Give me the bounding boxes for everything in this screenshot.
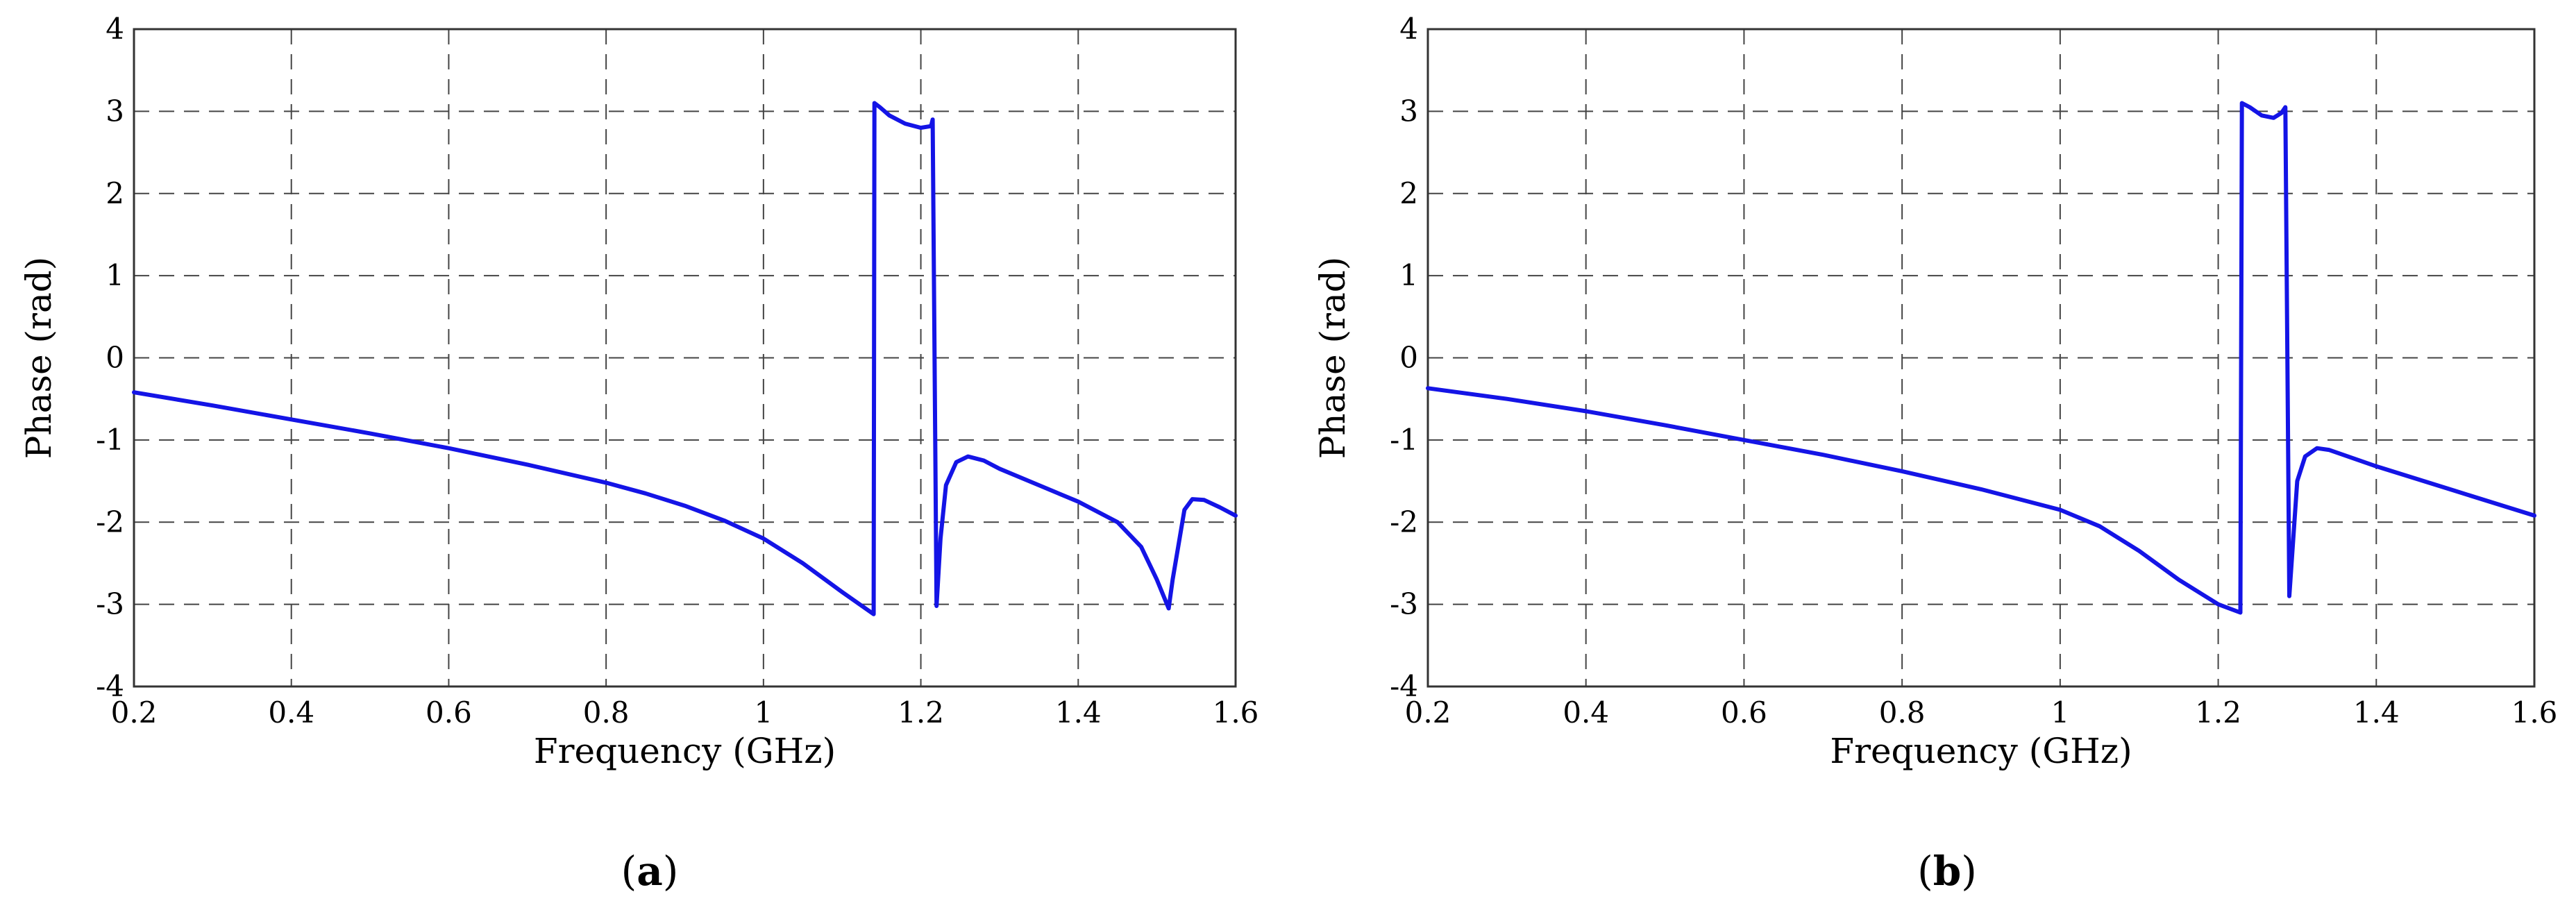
y-tick-label: 2 <box>1399 176 1418 210</box>
y-tick-label: -2 <box>96 505 124 539</box>
panel-b: 0.2 0.4 0.6 0.8 1 1.2 1.4 1.6 -4 -3 -2 -1 0 1 2 3 4 Frequ… <box>1313 12 2557 895</box>
panel-label-open: ( <box>621 848 637 895</box>
x-tick-label: 1 <box>2051 696 2069 730</box>
x-axis-label: Frequency (GHz) <box>534 731 836 771</box>
y-tick-label: -4 <box>1390 669 1418 703</box>
series-line-0 <box>132 101 1238 616</box>
panel-label-open: ( <box>1917 848 1933 895</box>
panel-label-letter: b <box>1933 848 1962 895</box>
panel-label-close: ) <box>1961 848 1977 895</box>
x-tick-label: 0.8 <box>583 696 630 730</box>
x-tick-label: 0.2 <box>1405 696 1451 730</box>
x-tick-label: 1 <box>754 696 773 730</box>
y-tick-label: 4 <box>1399 12 1418 46</box>
y-tick-label: 0 <box>1399 341 1418 375</box>
x-tick-label: 0.8 <box>1879 696 1926 730</box>
y-tick-label: 3 <box>1399 94 1418 128</box>
panel-label-close: ) <box>663 848 679 895</box>
x-tick-label: 0.4 <box>268 696 314 730</box>
x-tick-label: 1.4 <box>2353 696 2400 730</box>
x-tick-label: 0.6 <box>1721 696 1767 730</box>
panel-label: (b) <box>1917 848 1977 895</box>
x-tick-label: 1.2 <box>2195 696 2241 730</box>
y-tick-label: 1 <box>106 258 124 292</box>
y-axis-label: Phase (rad) <box>1313 257 1353 460</box>
x-axis-label: Frequency (GHz) <box>1830 731 2132 771</box>
y-tick-label: 3 <box>106 94 124 128</box>
y-tick-label: 0 <box>106 341 124 375</box>
panel-label: (a) <box>621 848 679 895</box>
series-line-0 <box>1426 101 2536 615</box>
y-axis-label: Phase (rad) <box>19 257 59 460</box>
y-tick-label: 1 <box>1399 258 1418 292</box>
plot-frame <box>133 28 1237 688</box>
y-tick-label: -3 <box>1390 587 1418 621</box>
x-tick-label: 1.2 <box>898 696 944 730</box>
x-tick-label: 1.6 <box>2511 696 2558 730</box>
y-tick-label: -3 <box>96 587 124 621</box>
x-tick-label: 0.2 <box>111 696 158 730</box>
plot-frame <box>1426 28 2536 688</box>
y-tick-label: 4 <box>106 12 124 46</box>
x-tick-label: 1.4 <box>1055 696 1102 730</box>
panel-a: 0.2 0.4 0.6 0.8 1 1.2 1.4 1.6 -4 -3 -2 -1 0 1 2 3 4 Frequ… <box>19 12 1258 895</box>
x-tick-label: 0.6 <box>426 696 472 730</box>
y-tick-label: -1 <box>1390 423 1418 457</box>
x-tick-label: 0.4 <box>1563 696 1609 730</box>
x-tick-label: 1.6 <box>1213 696 1259 730</box>
y-tick-label: -2 <box>1390 505 1418 539</box>
y-tick-label: -4 <box>96 669 124 703</box>
y-tick-label: -1 <box>96 423 124 457</box>
panel-label-letter: a <box>637 848 663 895</box>
y-tick-label: 2 <box>106 176 124 210</box>
